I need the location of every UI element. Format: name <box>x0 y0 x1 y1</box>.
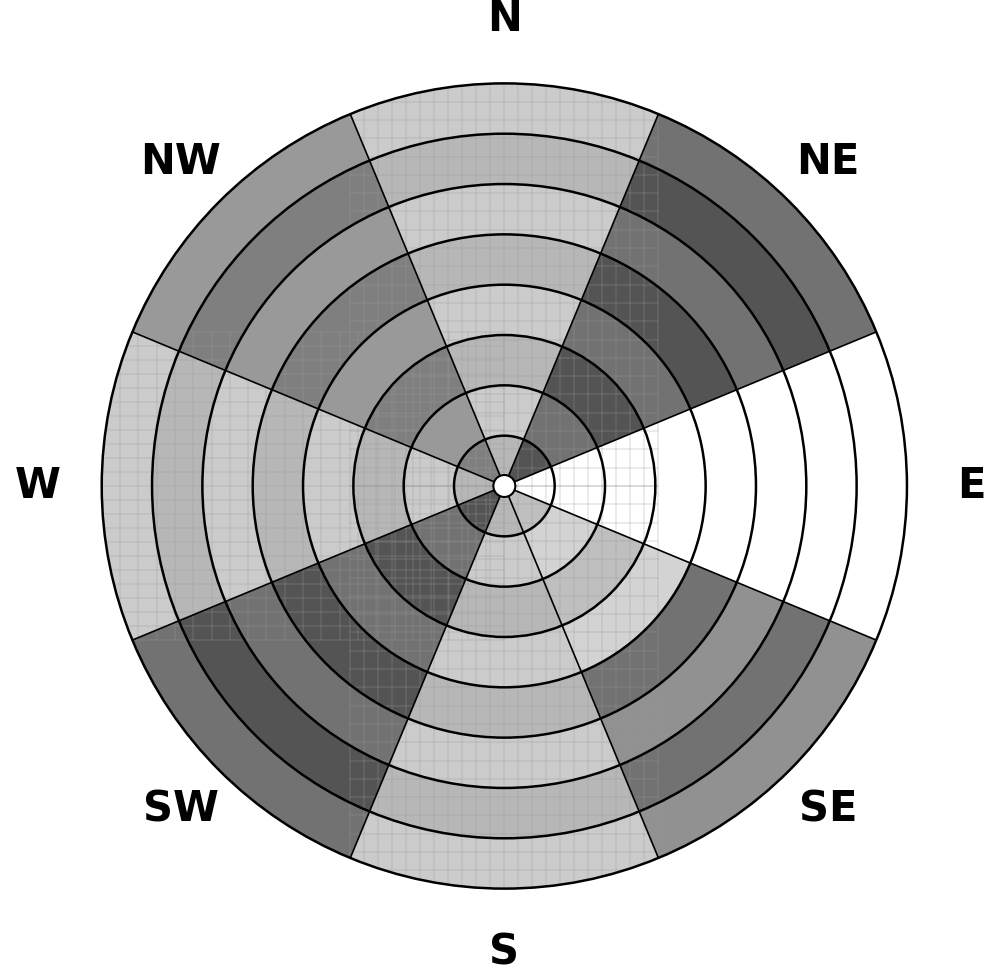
Polygon shape <box>427 285 581 346</box>
Polygon shape <box>427 626 581 687</box>
Text: W: W <box>15 465 61 507</box>
Polygon shape <box>601 582 783 765</box>
Text: N: N <box>487 0 522 40</box>
Polygon shape <box>524 505 597 579</box>
Polygon shape <box>132 621 370 858</box>
Text: SE: SE <box>799 788 857 830</box>
Text: NW: NW <box>140 142 221 184</box>
Polygon shape <box>102 331 179 641</box>
Text: NE: NE <box>796 142 860 184</box>
Polygon shape <box>597 429 655 543</box>
Polygon shape <box>408 234 601 300</box>
Polygon shape <box>524 393 597 467</box>
Polygon shape <box>581 254 737 409</box>
Polygon shape <box>447 335 562 393</box>
Polygon shape <box>411 393 485 467</box>
Polygon shape <box>411 505 485 579</box>
Polygon shape <box>353 429 411 543</box>
Polygon shape <box>690 390 756 582</box>
Polygon shape <box>562 543 690 672</box>
Polygon shape <box>370 765 639 838</box>
Polygon shape <box>152 351 225 621</box>
Text: E: E <box>957 465 985 507</box>
Polygon shape <box>581 563 737 718</box>
Polygon shape <box>620 160 830 370</box>
Polygon shape <box>202 370 272 602</box>
Polygon shape <box>253 390 318 582</box>
Polygon shape <box>365 525 466 626</box>
Polygon shape <box>458 486 504 533</box>
Polygon shape <box>225 582 408 765</box>
Polygon shape <box>365 346 466 447</box>
Polygon shape <box>404 447 458 525</box>
Polygon shape <box>830 331 907 641</box>
Text: SW: SW <box>143 788 219 830</box>
Polygon shape <box>504 467 555 505</box>
Polygon shape <box>447 579 562 637</box>
Polygon shape <box>389 184 620 254</box>
Polygon shape <box>272 254 427 409</box>
Polygon shape <box>303 409 365 563</box>
Polygon shape <box>350 812 658 888</box>
Circle shape <box>493 475 515 497</box>
Polygon shape <box>551 447 605 525</box>
Polygon shape <box>458 439 504 486</box>
Text: S: S <box>489 932 519 972</box>
Polygon shape <box>639 621 876 858</box>
Polygon shape <box>485 435 524 486</box>
Polygon shape <box>318 543 447 672</box>
Polygon shape <box>179 160 389 370</box>
Polygon shape <box>543 346 644 447</box>
Polygon shape <box>179 602 389 812</box>
Polygon shape <box>466 385 543 439</box>
Polygon shape <box>543 525 644 626</box>
Polygon shape <box>370 134 639 207</box>
Polygon shape <box>562 300 690 429</box>
Polygon shape <box>644 409 706 563</box>
Polygon shape <box>272 563 427 718</box>
Polygon shape <box>620 602 830 812</box>
Polygon shape <box>408 672 601 738</box>
Polygon shape <box>389 718 620 788</box>
Polygon shape <box>466 533 543 587</box>
Polygon shape <box>783 351 857 621</box>
Polygon shape <box>318 300 447 429</box>
Polygon shape <box>454 467 504 505</box>
Polygon shape <box>504 486 551 533</box>
Polygon shape <box>639 114 876 351</box>
Polygon shape <box>350 84 658 160</box>
Polygon shape <box>737 370 806 602</box>
Polygon shape <box>504 439 551 486</box>
Polygon shape <box>485 486 524 537</box>
Polygon shape <box>225 207 408 390</box>
Polygon shape <box>601 207 783 390</box>
Polygon shape <box>132 114 370 351</box>
